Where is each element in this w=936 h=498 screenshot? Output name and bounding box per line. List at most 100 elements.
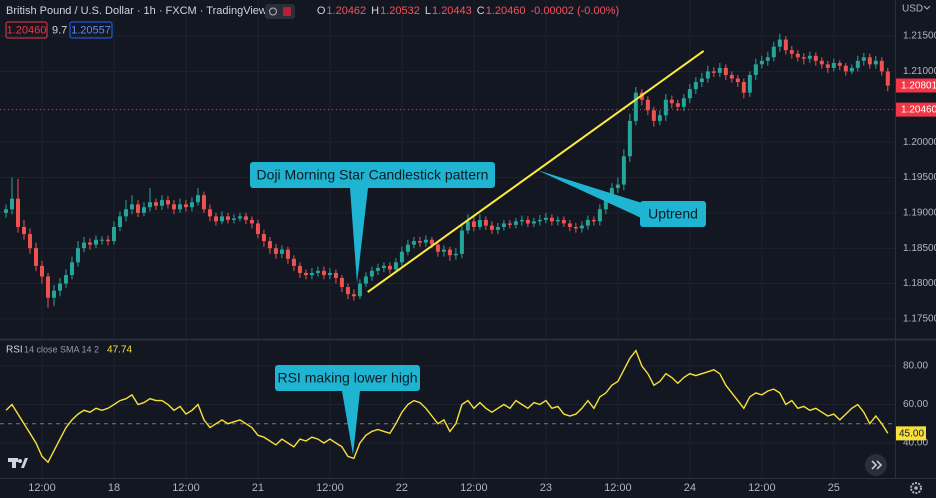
candle-body xyxy=(309,272,314,276)
candle-body xyxy=(423,239,428,243)
candle-body xyxy=(747,74,752,93)
candle-body xyxy=(63,275,68,284)
candle-body xyxy=(9,198,14,210)
x-tick-label: 12:00 xyxy=(172,482,200,494)
scroll-icon xyxy=(871,460,883,470)
candle-body xyxy=(879,60,884,72)
rsi-label-box xyxy=(896,426,926,441)
candle-body xyxy=(867,57,872,65)
candle-body xyxy=(693,82,698,90)
price-label: 1.20801 xyxy=(901,81,936,92)
currency[interactable]: USD xyxy=(902,4,923,15)
ohlc-label: L xyxy=(425,5,431,17)
candle-body xyxy=(453,253,458,256)
candle-body xyxy=(405,244,410,252)
candle-body xyxy=(861,57,866,61)
annotation-pointer xyxy=(537,170,650,222)
candle-body xyxy=(651,110,656,121)
symbol-title: British Pound / U.S. Dollar · 1h · FXCM … xyxy=(6,5,267,17)
candle-body xyxy=(219,216,224,222)
candle-body xyxy=(819,60,824,65)
candle-body xyxy=(177,204,182,210)
candle-body xyxy=(99,239,104,241)
candle-body xyxy=(675,103,680,107)
x-tick-label: 22 xyxy=(396,482,408,494)
candle-body xyxy=(477,219,482,227)
candle-body xyxy=(813,55,818,61)
bid-price: 1.20460 xyxy=(7,24,47,36)
spread: 9.7 xyxy=(52,24,67,36)
rsi-line xyxy=(5,349,889,464)
candle-body xyxy=(783,39,788,51)
candle-body xyxy=(135,204,140,213)
candle-body xyxy=(549,217,554,222)
candle-body xyxy=(105,239,110,242)
candle-body xyxy=(759,60,764,65)
ask-box[interactable] xyxy=(69,21,113,39)
price-label-box xyxy=(896,102,936,117)
candle-body xyxy=(603,198,608,210)
candle-body xyxy=(249,219,254,224)
candle-body xyxy=(681,98,686,107)
candle-body xyxy=(567,223,572,227)
annotation-box xyxy=(275,365,420,391)
alert-icon[interactable] xyxy=(283,7,291,16)
candle-body xyxy=(831,62,836,68)
candle-body xyxy=(885,71,890,86)
candle-body xyxy=(231,218,236,220)
y-tick-label: 40.00 xyxy=(903,438,928,449)
candle-body xyxy=(855,60,860,68)
candle-body xyxy=(123,209,128,217)
candle-body xyxy=(255,223,260,235)
candle-body xyxy=(261,234,266,242)
y-tick-label: 1.21000 xyxy=(903,66,936,77)
candle-body xyxy=(465,221,470,231)
y-tick-label: 1.17500 xyxy=(903,314,936,325)
ohlc-value: 1.20443 xyxy=(432,5,472,17)
candle-body xyxy=(723,67,728,75)
price-label: 1.20460 xyxy=(901,105,936,116)
candle-body xyxy=(537,219,542,222)
candle-body xyxy=(807,55,812,59)
candle-body xyxy=(15,198,20,227)
ohlc-label: O xyxy=(317,5,326,17)
annotation-box xyxy=(250,162,495,188)
candle-body xyxy=(705,71,710,79)
candle-body xyxy=(717,67,722,73)
indicator-value: 47.74 xyxy=(107,345,132,356)
candle-body xyxy=(183,204,188,208)
currency-dropdown[interactable] xyxy=(923,5,931,10)
candle-body xyxy=(849,67,854,72)
ohlc-value: 1.20532 xyxy=(380,5,420,17)
eye-icon[interactable] xyxy=(269,7,277,16)
candle-body xyxy=(513,221,518,225)
ohlc-label: H xyxy=(371,5,379,17)
candle-body xyxy=(339,277,344,288)
candle-body xyxy=(111,226,116,242)
annotation: Doji Morning Star Candlestick pattern xyxy=(257,167,489,183)
candle-body xyxy=(801,57,806,59)
bid-box[interactable] xyxy=(5,21,48,39)
candle-body xyxy=(297,265,302,273)
ohlc-value: 1.20462 xyxy=(326,5,366,17)
candle-body xyxy=(687,89,692,99)
x-tick-label: 25 xyxy=(828,482,840,494)
ui: British Pound / U.S. Dollar · 1h · FXCM … xyxy=(5,4,936,494)
candle-body xyxy=(735,78,740,83)
x-tick-label: 24 xyxy=(684,482,696,494)
candle-body xyxy=(345,287,350,295)
x-tick-label: 12:00 xyxy=(316,482,344,494)
candle-body xyxy=(363,276,368,284)
candle-body xyxy=(303,272,308,276)
x-tick-label: 23 xyxy=(540,482,552,494)
candle-body xyxy=(291,258,296,266)
candle-body xyxy=(213,216,218,222)
candle-body xyxy=(129,204,134,210)
candle-body xyxy=(153,202,158,206)
x-tick-label: 12:00 xyxy=(28,482,56,494)
candle-body xyxy=(495,226,500,230)
candle-body xyxy=(333,272,338,278)
candle-body xyxy=(147,202,152,208)
settings-button[interactable] xyxy=(910,482,922,494)
